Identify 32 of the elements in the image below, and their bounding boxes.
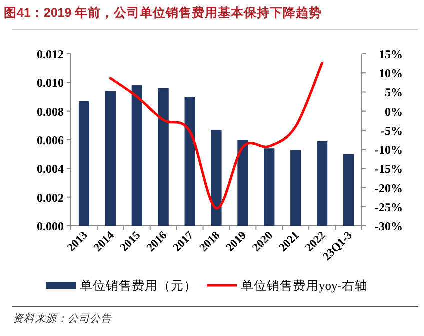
legend-label: 单位销售费用yoy-右轴 [241, 279, 368, 293]
bar [343, 154, 354, 226]
bar [184, 97, 196, 226]
y-tick-label: 0.000 [37, 220, 64, 234]
bar [211, 130, 222, 226]
y2-tick-label: -25% [375, 200, 403, 214]
y-tick-label: 0.010 [37, 76, 64, 90]
y2-tick-label: -20% [375, 181, 403, 196]
y2-tick-label: -15% [375, 162, 403, 176]
bar [105, 91, 116, 226]
y-tick-label: 0.006 [37, 134, 64, 148]
y-tick-label: 0.008 [37, 104, 64, 119]
y2-tick-label: 5% [385, 86, 403, 100]
bar [132, 86, 142, 226]
y2-tick-label: 15% [379, 48, 403, 62]
bar [158, 88, 169, 226]
y2-tick-label: 0% [385, 104, 403, 119]
bar [317, 141, 328, 226]
chart-title: 图41：2019 年前，公司单位销售费用基本保持下降趋势 [4, 5, 322, 20]
y-tick-label: 0.012 [37, 48, 64, 62]
y2-tick-label: -30% [375, 220, 403, 234]
bar [264, 148, 275, 226]
y2-tick-label: -10% [375, 143, 403, 158]
text: 资料来源：公司公告 [13, 313, 113, 325]
legend-label: 单位销售费用（元） [80, 279, 197, 293]
y2-tick-label: 10% [379, 66, 403, 81]
bar [290, 150, 302, 226]
y-tick-label: 0.002 [37, 190, 64, 205]
y-tick-label: 0.004 [37, 162, 64, 176]
bar [78, 101, 90, 226]
y2-tick-label: -5% [381, 124, 403, 138]
bar [238, 140, 248, 226]
